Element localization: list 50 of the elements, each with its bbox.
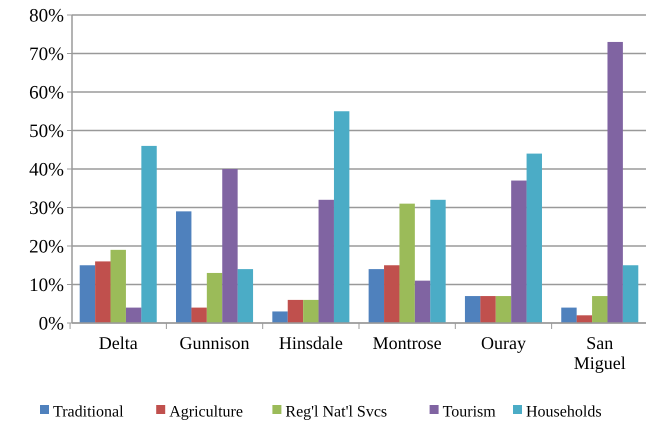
legend-label: Tourism	[442, 404, 496, 421]
y-tick-label: 20%	[29, 236, 64, 258]
bar	[384, 265, 400, 323]
bar	[191, 308, 207, 323]
bar	[272, 311, 288, 323]
bar	[238, 269, 254, 323]
bar	[176, 211, 192, 323]
x-tick-label: Ouray	[480, 333, 526, 353]
bar	[480, 296, 496, 323]
y-tick-label: 70%	[29, 44, 64, 66]
bar	[95, 261, 111, 323]
x-tick-label: San Miguel	[574, 333, 626, 373]
y-tick-label: 0%	[38, 314, 64, 335]
bar	[511, 180, 527, 323]
x-tick-label: Delta	[98, 333, 138, 353]
y-tick-label: 80%	[29, 6, 64, 27]
bar	[496, 296, 512, 323]
x-tick-label: Montrose	[372, 333, 442, 353]
legend-label: Reg'l Nat'l Svcs	[285, 404, 388, 421]
bar	[318, 200, 334, 323]
y-tick-label: 10%	[29, 275, 64, 296]
bar	[414, 280, 430, 323]
bar	[526, 154, 542, 323]
bar	[222, 169, 238, 323]
bar	[430, 200, 446, 323]
bar	[80, 265, 96, 323]
y-tick-label: 30%	[29, 198, 64, 220]
bar	[126, 308, 142, 323]
y-tick-label: 40%	[29, 160, 64, 181]
legend-label: Traditional	[53, 404, 124, 421]
bar	[303, 300, 319, 323]
x-tick-label: Hinsdale	[278, 333, 343, 353]
bar	[141, 146, 157, 323]
bar	[464, 296, 480, 323]
bar	[622, 265, 638, 323]
bar	[607, 42, 623, 323]
y-tick-label: 60%	[29, 82, 64, 104]
bar	[110, 250, 126, 323]
bar	[399, 204, 415, 323]
x-tick-label: Gunnison	[180, 333, 250, 353]
bar	[592, 296, 608, 323]
bar	[368, 269, 384, 323]
bar	[288, 300, 304, 323]
bar	[334, 111, 350, 323]
y-tick-label: 50%	[29, 121, 64, 142]
legend-label: Households	[526, 404, 602, 421]
bar	[576, 315, 592, 323]
bar	[206, 272, 222, 323]
legend-label: Agriculture	[169, 404, 243, 421]
bar	[561, 308, 577, 323]
